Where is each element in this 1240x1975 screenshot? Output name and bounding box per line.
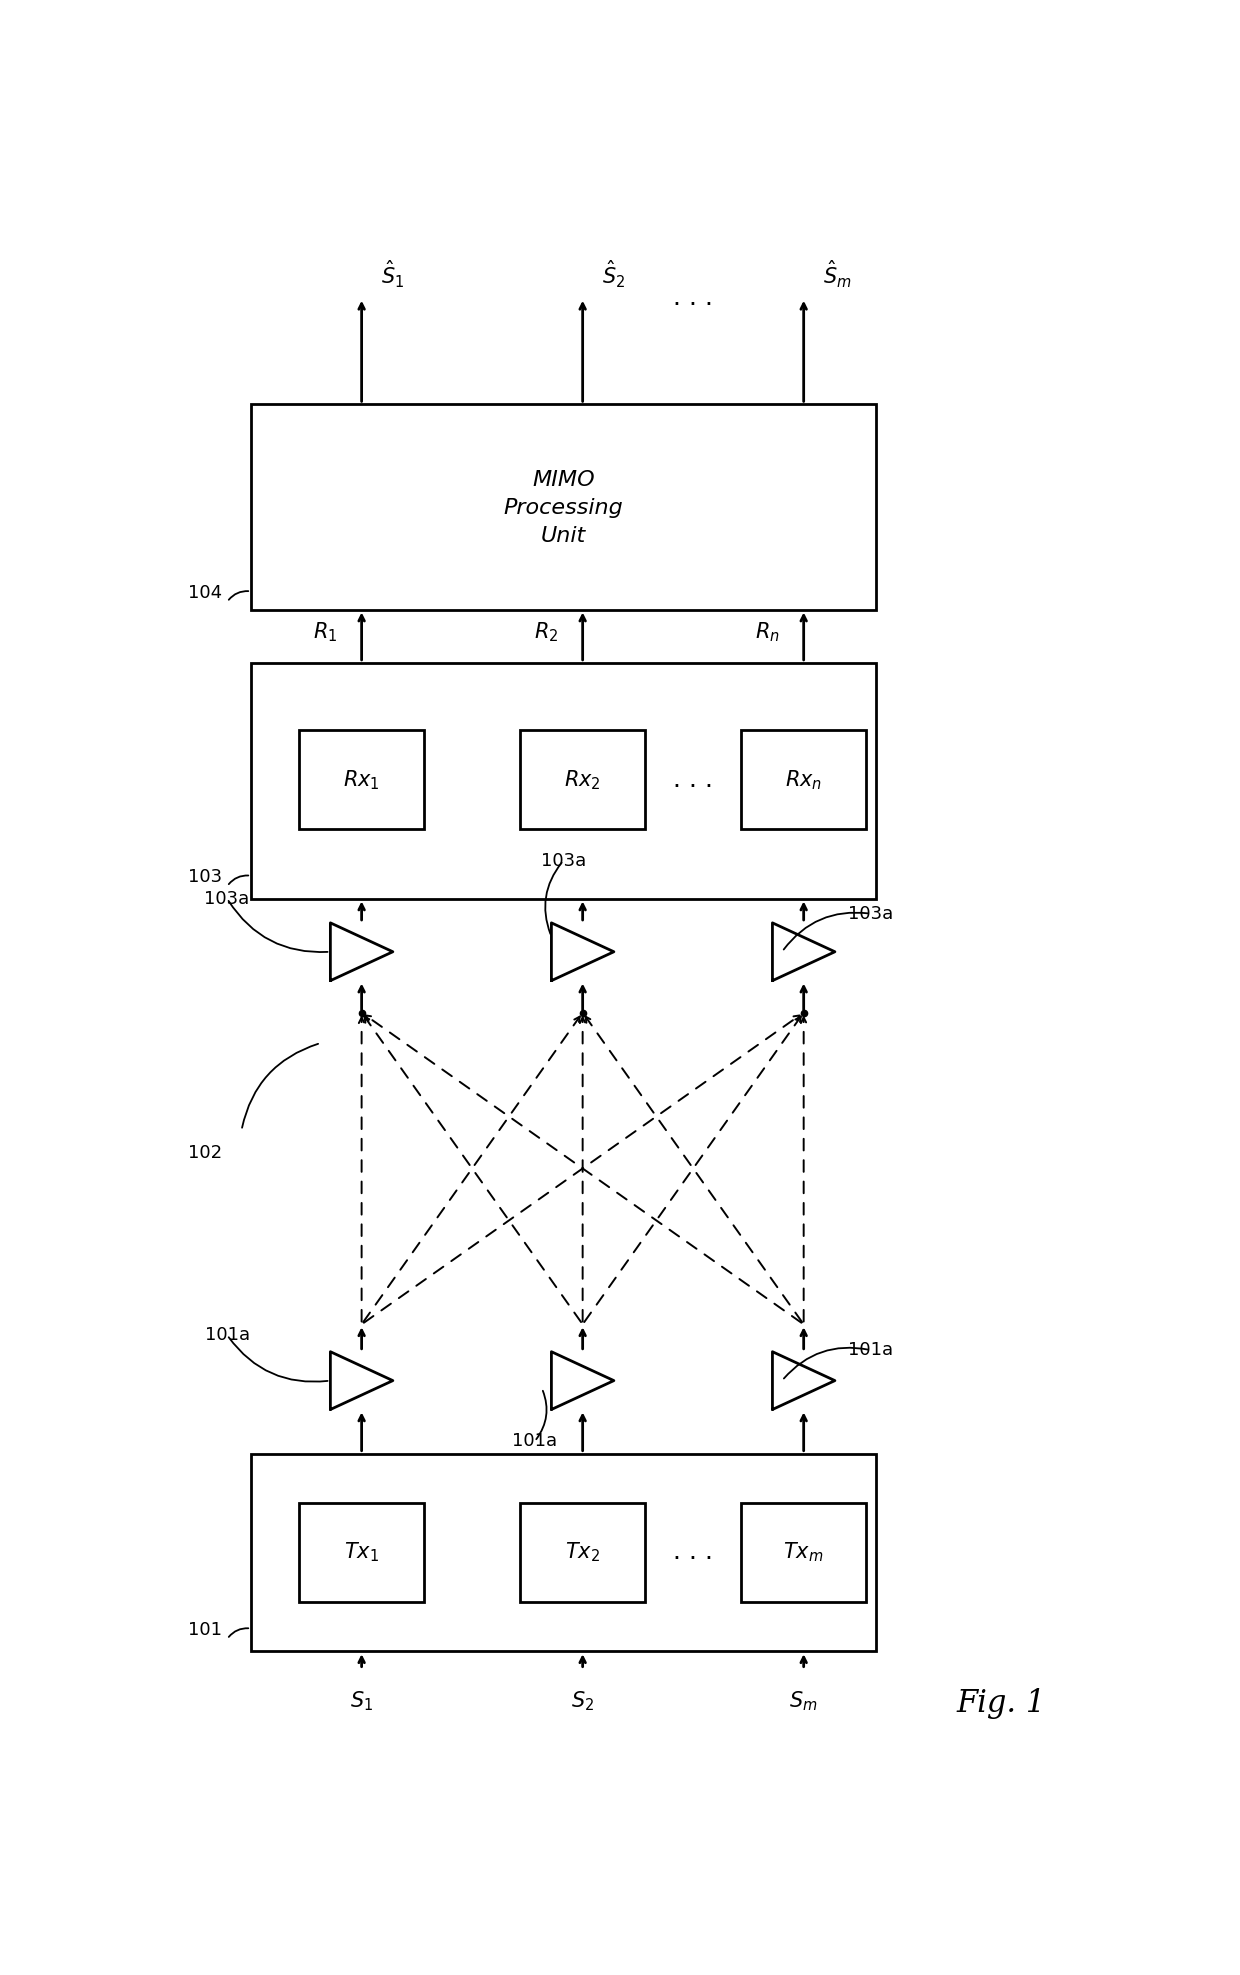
Bar [250,1454,875,1651]
Text: 101: 101 [188,1621,222,1639]
Text: $Tx_2$: $Tx_2$ [565,1540,600,1564]
Text: $R_1$: $R_1$ [314,620,337,644]
Bar [299,731,424,830]
Text: $Rx_1$: $Rx_1$ [343,768,379,792]
Text: Fig. 1: Fig. 1 [956,1687,1045,1718]
Bar [299,1503,424,1602]
Text: 102: 102 [188,1144,222,1161]
Text: $Rx_n$: $Rx_n$ [785,768,822,792]
Bar [250,664,875,899]
Bar [742,1503,867,1602]
Text: $\hat{S}_1$: $\hat{S}_1$ [381,259,404,290]
Text: 103a: 103a [541,851,587,869]
Text: $Rx_2$: $Rx_2$ [564,768,601,792]
Text: 103a: 103a [848,905,894,922]
Text: 101a: 101a [205,1325,249,1343]
Text: 103: 103 [188,869,222,887]
Text: 101a: 101a [512,1432,557,1450]
Bar [521,731,645,830]
Bar [742,731,867,830]
Text: MIMO
Processing
Unit: MIMO Processing Unit [503,470,624,545]
Text: 103a: 103a [205,889,249,908]
Text: 104: 104 [188,585,222,602]
Bar [250,405,875,610]
Text: $R_n$: $R_n$ [755,620,780,644]
Text: $\hat{S}_2$: $\hat{S}_2$ [601,259,625,290]
Text: $Tx_m$: $Tx_m$ [784,1540,823,1564]
Text: $R_2$: $R_2$ [534,620,558,644]
Text: $S_2$: $S_2$ [572,1689,594,1712]
Text: 101a: 101a [848,1341,894,1359]
Text: . . .: . . . [673,768,713,792]
Bar [521,1503,645,1602]
Text: $Tx_1$: $Tx_1$ [345,1540,379,1564]
Text: . . .: . . . [673,286,713,310]
Text: . . .: . . . [673,1540,713,1564]
Text: $S_1$: $S_1$ [350,1689,373,1712]
Text: $S_m$: $S_m$ [790,1689,818,1712]
Text: $\hat{S}_m$: $\hat{S}_m$ [823,259,852,290]
